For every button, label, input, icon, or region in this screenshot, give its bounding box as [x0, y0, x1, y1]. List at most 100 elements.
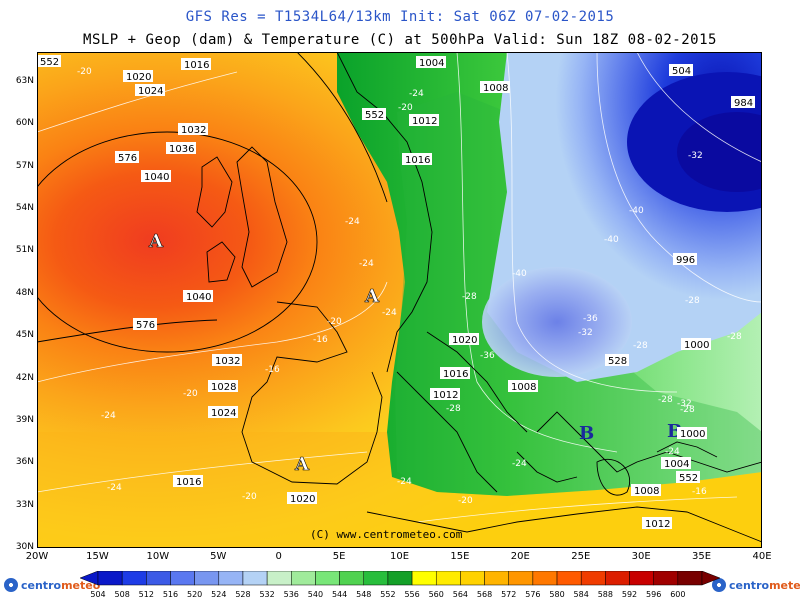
coastlines [196, 52, 762, 543]
color-scale-label: 512 [138, 590, 154, 599]
color-scale-swatch [484, 571, 509, 586]
color-scale-label: 520 [186, 590, 203, 599]
svg-text:1004: 1004 [419, 58, 444, 69]
isobar-label: 1020 [123, 70, 153, 83]
svg-text:552: 552 [679, 473, 698, 484]
isobar-label: 1016 [440, 367, 470, 380]
isobar-label: 1032 [178, 123, 208, 136]
temp-label: -24 [409, 89, 424, 99]
isobars [37, 52, 388, 353]
temp-label: -20 [458, 496, 473, 506]
svg-text:1040: 1040 [186, 292, 211, 303]
trough-center [482, 267, 632, 377]
isohypse-label: 504 [669, 64, 693, 77]
chart-subtitle: MSLP + Geop (dam) & Temperature (C) at 5… [83, 32, 717, 48]
color-scale-label: 580 [549, 590, 565, 599]
color-scale-label: 528 [235, 590, 251, 599]
temp-label: -36 [480, 351, 495, 361]
isohypse-label: 528 [605, 354, 629, 367]
svg-text:528: 528 [608, 356, 627, 367]
centrometeo-logo-right: centrometeo [712, 575, 800, 595]
color-scale-label: 504 [90, 590, 106, 599]
temp-label: -40 [629, 206, 644, 216]
temp-label: -20 [398, 103, 413, 113]
color-scale-max-arrow [701, 571, 720, 586]
copyright-text: (C) www.centrometeo.com [310, 528, 463, 541]
isobar-label: 1020 [287, 492, 317, 505]
isobar-label: 1024 [135, 84, 165, 97]
color-scale-swatch [653, 571, 679, 586]
svg-text:1040: 1040 [144, 172, 169, 183]
isobar-label: 1012 [642, 517, 672, 530]
isobar-label: 1040 [141, 170, 171, 183]
svg-text:1004: 1004 [664, 459, 689, 470]
color-scale-label: 544 [331, 590, 348, 599]
color-scale-label: 540 [307, 590, 324, 599]
temp-label: -16 [313, 335, 328, 345]
isobar-label: 1008 [631, 484, 661, 497]
longitude-tick-label: 5E [332, 551, 346, 562]
isobar-label: 1004 [416, 56, 446, 69]
temp-label: -24 [397, 477, 412, 487]
latitude-tick-label: 54N [15, 203, 34, 214]
color-scale-label: 568 [476, 590, 493, 599]
color-scale-label: 552 [380, 590, 396, 599]
svg-text:1032: 1032 [215, 356, 240, 367]
svg-text:1016: 1016 [176, 477, 201, 488]
longitude-tick-label: 5W [210, 551, 227, 562]
svg-text:1016: 1016 [184, 60, 209, 71]
temp-label: -28 [685, 296, 700, 306]
svg-text:1012: 1012 [412, 116, 437, 127]
temp-label: -24 [101, 411, 116, 421]
color-scale-label: 596 [646, 590, 662, 599]
svg-text:1028: 1028 [211, 382, 236, 393]
temp-label: -40 [604, 235, 619, 245]
latitude-tick-label: 63N [15, 76, 34, 86]
color-scale-swatch [508, 571, 534, 586]
longitude-tick-label: 20E [510, 551, 530, 562]
svg-text:1032: 1032 [181, 125, 206, 136]
isohypse-label: 552 [676, 471, 700, 484]
svg-text:1008: 1008 [511, 382, 536, 393]
svg-text:1000: 1000 [684, 340, 709, 351]
svg-text:552: 552 [40, 57, 59, 68]
longitude-tick-label: 35E [692, 551, 712, 562]
temp-label: -32 [688, 151, 703, 161]
color-scale-label: 508 [114, 590, 130, 599]
svg-text:1012: 1012 [645, 519, 670, 530]
isohypse-label: 552 [37, 55, 61, 68]
svg-text:552: 552 [365, 110, 384, 121]
longitude-tick-label: 10E [389, 551, 410, 562]
color-scale-label: 592 [621, 590, 638, 599]
color-scale-swatch [460, 571, 485, 586]
isotherms [37, 52, 762, 523]
isobar-label: 984 [731, 96, 755, 109]
temp-label: -32 [677, 399, 692, 409]
temp-label: -32 [578, 328, 593, 338]
color-scale-label: 532 [259, 590, 275, 599]
isobar-label: 1028 [208, 380, 238, 393]
isohypse-labels: 576 576 552 504 528 552 [37, 55, 700, 484]
temp-label: -28 [658, 395, 673, 405]
temp-label: -24 [345, 217, 360, 227]
color-scale-label: 576 [525, 590, 541, 599]
chart-title: GFS Res = T1534L64/13km Init: Sat 06Z 07… [185, 9, 615, 25]
svg-text:576: 576 [118, 153, 137, 164]
temp-label: -24 [665, 447, 680, 457]
temp-label: -24 [512, 459, 527, 469]
svg-text:1016: 1016 [443, 369, 468, 380]
svg-text:1000: 1000 [680, 429, 705, 440]
longitude-tick-label: 0 [275, 551, 282, 562]
color-scale-swatch [363, 571, 389, 586]
latitude-tick-label: 36N [15, 457, 34, 468]
color-scale-label: 536 [283, 590, 299, 599]
color-scale-label: 560 [428, 590, 444, 599]
longitude-tick-label: 20W [25, 551, 49, 562]
color-scale-swatch [266, 571, 292, 586]
isohypse-label: 576 [115, 151, 139, 164]
svg-text:1024: 1024 [138, 86, 163, 97]
longitude-tick-label: 25E [571, 551, 591, 562]
svg-text:996: 996 [676, 255, 695, 266]
color-scale-swatch [580, 571, 606, 586]
isobar-label: 1016 [181, 58, 211, 71]
